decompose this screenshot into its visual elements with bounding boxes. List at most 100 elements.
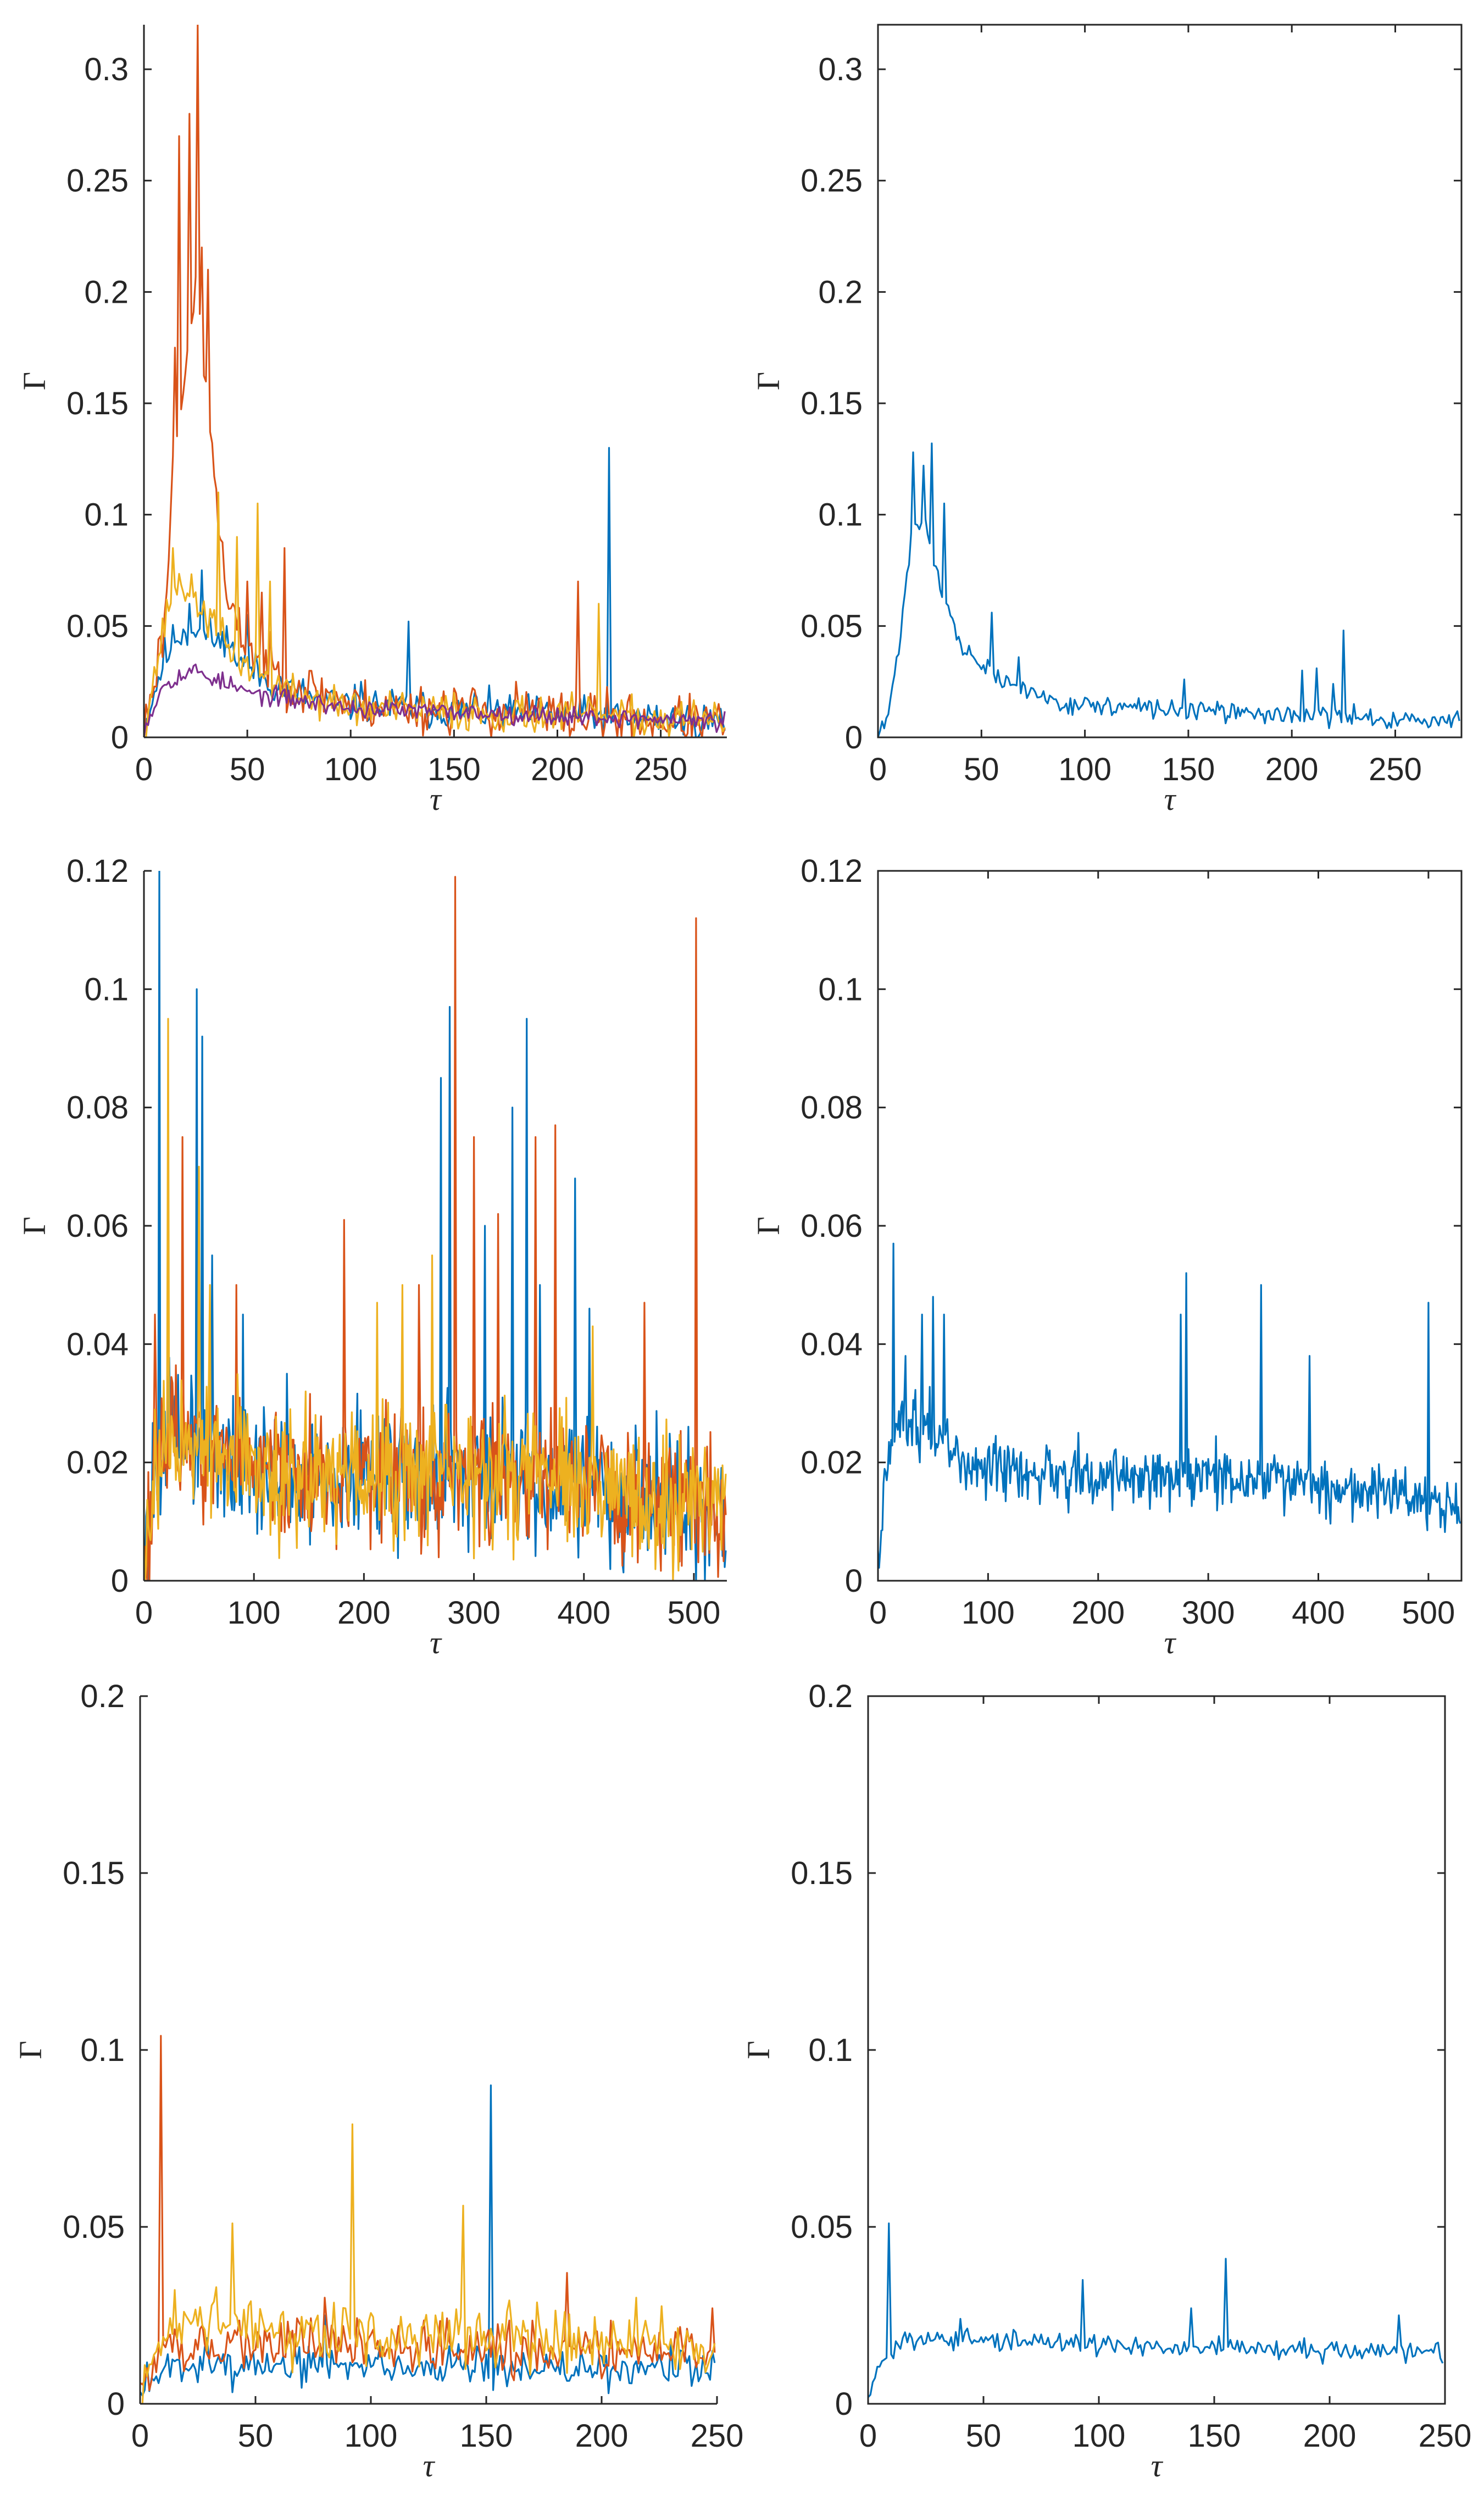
panel-top-left: 0 50 100 150 200 250 0 0.05 0.1 0.15 0.2 0.25 0.3 τ Γ bbox=[16, 25, 727, 817]
x-tick-label: 150 bbox=[1162, 752, 1215, 787]
x-tick-label: 200 bbox=[1265, 752, 1319, 787]
x-tick-label: 300 bbox=[1182, 1595, 1235, 1631]
x-tick-label: 0 bbox=[135, 752, 153, 787]
series-group bbox=[144, 871, 727, 1581]
x-tick-label: 150 bbox=[427, 752, 481, 787]
y-tick-label: 0.05 bbox=[801, 608, 863, 644]
y-tick-label: 0 bbox=[845, 1563, 863, 1599]
x-tick-label: 200 bbox=[1071, 1595, 1125, 1631]
y-tick-label: 0.3 bbox=[818, 52, 863, 87]
y-tick-label: 0.1 bbox=[818, 971, 863, 1007]
series-group bbox=[144, 25, 726, 737]
y-tick-label: 0.2 bbox=[818, 274, 863, 310]
x-tick-label: 250 bbox=[1369, 752, 1422, 787]
x-tick-label: 400 bbox=[557, 1595, 610, 1631]
x-tick-label: 100 bbox=[961, 1595, 1015, 1631]
x-tick-label: 100 bbox=[344, 2418, 398, 2454]
y-tick-label: 0.2 bbox=[80, 1679, 125, 1714]
y-tick-label: 0 bbox=[111, 720, 129, 755]
y-tick-label: 0.06 bbox=[66, 1208, 129, 1244]
x-tick-label: 50 bbox=[238, 2418, 274, 2454]
y-tick-label: 0 bbox=[835, 2386, 853, 2422]
series-line-3 bbox=[144, 491, 726, 737]
y-axis-label: Γ bbox=[13, 2041, 48, 2059]
series-line-1 bbox=[868, 2222, 1444, 2398]
x-tick-label: 500 bbox=[668, 1595, 721, 1631]
series-line-3 bbox=[144, 1018, 727, 1581]
y-tick-label: 0.08 bbox=[801, 1090, 863, 1126]
x-tick-label: 200 bbox=[1303, 2418, 1357, 2454]
series-line-4 bbox=[144, 663, 726, 737]
y-tick-label: 0 bbox=[111, 1563, 129, 1599]
y-tick-label: 0.05 bbox=[66, 608, 129, 644]
y-tick-label: 0.15 bbox=[791, 1855, 853, 1891]
y-tick-label: 0 bbox=[845, 720, 863, 755]
y-tick-label: 0.1 bbox=[84, 971, 129, 1007]
x-tick-label: 400 bbox=[1292, 1595, 1345, 1631]
y-tick-label: 0.15 bbox=[66, 386, 129, 421]
x-tick-label: 50 bbox=[230, 752, 265, 787]
x-axis-label: τ bbox=[1151, 2448, 1164, 2483]
x-axis-label: τ bbox=[430, 781, 442, 817]
y-axis-label: Γ bbox=[16, 1216, 52, 1235]
x-tick-label: 500 bbox=[1402, 1595, 1455, 1631]
x-tick-label: 250 bbox=[634, 752, 687, 787]
y-tick-label: 0.12 bbox=[66, 853, 129, 889]
y-axis-label: Γ bbox=[751, 372, 786, 391]
series-line-1 bbox=[140, 2084, 716, 2397]
panel-middle-right: 0 100 200 300 400 500 0 0.02 0.04 0.06 0.08 0.1 0.12… bbox=[751, 853, 1463, 1660]
y-tick-label: 0.1 bbox=[84, 497, 129, 533]
x-axis-label: τ bbox=[430, 1625, 442, 1660]
x-tick-label: 0 bbox=[869, 1595, 887, 1631]
y-tick-label: 0 bbox=[107, 2386, 125, 2422]
x-tick-label: 200 bbox=[337, 1595, 391, 1631]
x-tick-label: 200 bbox=[531, 752, 584, 787]
y-tick-label: 0.15 bbox=[801, 386, 863, 421]
series-group bbox=[140, 2035, 716, 2404]
panel-bottom-left: 0 50 100 150 200 250 0 0.05 0.1 0.15 0.2 τ Γ bbox=[13, 1679, 743, 2483]
series-line-3 bbox=[140, 2123, 716, 2404]
y-tick-label: 0.04 bbox=[66, 1326, 129, 1362]
x-tick-label: 250 bbox=[1419, 2418, 1472, 2454]
axes-box bbox=[877, 24, 1463, 738]
x-tick-label: 0 bbox=[135, 1595, 153, 1631]
y-tick-label: 0.1 bbox=[808, 2032, 853, 2068]
series-group bbox=[878, 442, 1460, 737]
y-tick-label: 0.02 bbox=[66, 1445, 129, 1481]
x-axis-label: τ bbox=[1164, 1625, 1177, 1660]
y-tick-label: 0.2 bbox=[808, 1679, 853, 1714]
x-tick-label: 100 bbox=[227, 1595, 281, 1631]
x-tick-label: 200 bbox=[575, 2418, 629, 2454]
panel-top-right: 0 50 100 150 200 250 0 0.05 0.1 0.15 0.2 0.25 0.3 τ Γ bbox=[751, 24, 1463, 817]
x-tick-label: 50 bbox=[964, 752, 999, 787]
y-tick-label: 0.15 bbox=[63, 1855, 125, 1891]
panel-middle-left: 0 100 200 300 400 500 0 0.02 0.04 0.06 0.08 0.1 0.12… bbox=[16, 853, 727, 1660]
y-tick-label: 0.05 bbox=[791, 2209, 853, 2245]
x-tick-label: 100 bbox=[324, 752, 377, 787]
x-tick-label: 0 bbox=[869, 752, 887, 787]
x-axis-label: τ bbox=[1164, 781, 1177, 817]
panel-bottom-right: 0 50 100 150 200 250 0 0.05 0.1 0.15 0.2 τ Γ bbox=[741, 1679, 1471, 2483]
y-tick-label: 0.25 bbox=[801, 163, 863, 199]
y-tick-label: 0.08 bbox=[66, 1090, 129, 1126]
x-tick-label: 50 bbox=[966, 2418, 1002, 2454]
x-axis-label: τ bbox=[423, 2448, 436, 2483]
y-tick-label: 0.12 bbox=[801, 853, 863, 889]
series-line-2 bbox=[144, 25, 726, 737]
x-tick-label: 0 bbox=[859, 2418, 877, 2454]
y-tick-label: 0.1 bbox=[818, 497, 863, 533]
x-tick-label: 250 bbox=[691, 2418, 744, 2454]
series-line-1 bbox=[878, 1242, 1461, 1569]
y-tick-label: 0.06 bbox=[801, 1208, 863, 1244]
x-tick-label: 300 bbox=[447, 1595, 501, 1631]
x-tick-label: 100 bbox=[1058, 752, 1111, 787]
y-tick-label: 0.05 bbox=[63, 2209, 125, 2245]
y-tick-label: 0.2 bbox=[84, 274, 129, 310]
x-tick-label: 0 bbox=[131, 2418, 149, 2454]
series-line-1 bbox=[878, 442, 1460, 737]
y-tick-label: 0.3 bbox=[84, 52, 129, 87]
y-tick-label: 0.25 bbox=[66, 163, 129, 199]
series-group bbox=[868, 2222, 1444, 2398]
x-tick-label: 150 bbox=[460, 2418, 513, 2454]
